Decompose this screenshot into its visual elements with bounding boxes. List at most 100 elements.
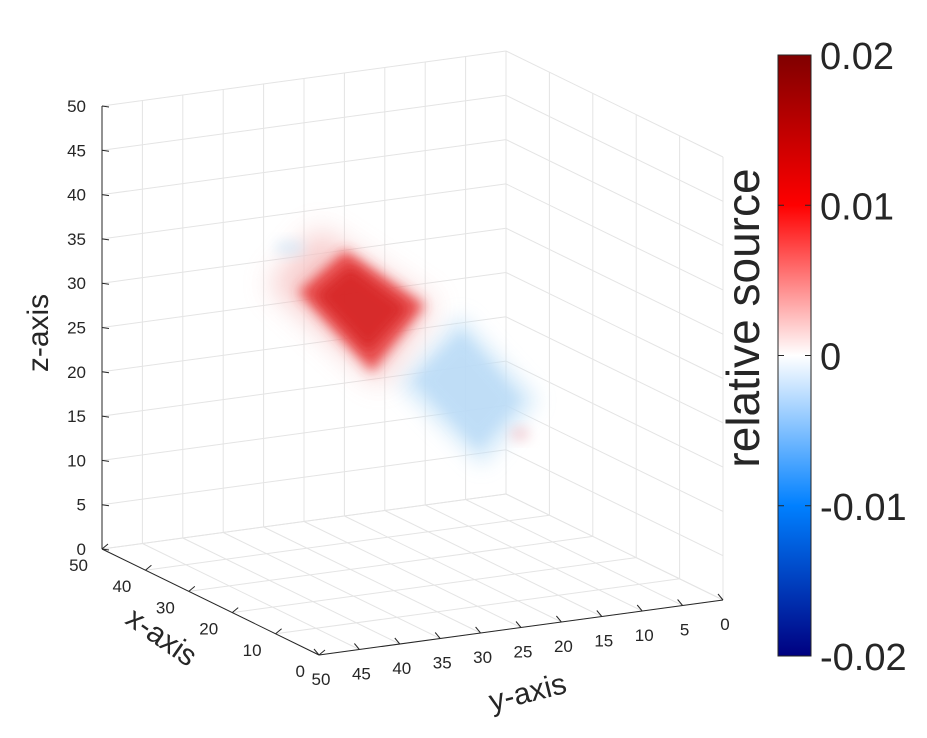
z-tick-mark bbox=[101, 327, 110, 329]
y-tick-mark bbox=[434, 632, 441, 639]
x-tick-label: 40 bbox=[112, 577, 131, 596]
z-tick-label: 10 bbox=[67, 451, 86, 470]
floor-grid-line bbox=[344, 515, 562, 623]
x-axis-line bbox=[101, 548, 320, 656]
side-wall-grid-line bbox=[505, 493, 724, 601]
z-tick-mark bbox=[101, 371, 110, 374]
floor-grid-line bbox=[424, 504, 643, 612]
y-tick-mark bbox=[717, 593, 724, 601]
back-wall-grid-line bbox=[101, 50, 507, 107]
z-tick-label: 15 bbox=[67, 407, 86, 426]
negative-source-blob bbox=[397, 315, 538, 466]
colorbar: 0.02 0.01 0 -0.01 -0.02 relative source bbox=[717, 36, 907, 679]
z-tick-label: 40 bbox=[67, 186, 86, 205]
colorbar-tick-label: -0.01 bbox=[820, 487, 907, 529]
floor-grid-line bbox=[142, 543, 360, 650]
back-wall-grid-line bbox=[101, 493, 507, 550]
x-tick-mark bbox=[231, 607, 239, 613]
z-tick-label: 50 bbox=[67, 97, 86, 116]
z-tick-mark bbox=[101, 149, 110, 152]
z-tick-mark bbox=[101, 459, 110, 462]
side-wall-grid-line bbox=[505, 50, 724, 158]
z-tick-mark bbox=[101, 282, 110, 285]
back-wall-grid-line bbox=[101, 316, 507, 373]
colorbar-tick-label: 0 bbox=[820, 337, 841, 379]
side-wall-grid-line bbox=[505, 139, 724, 247]
z-tick-mark bbox=[101, 238, 110, 241]
y-tick-label: 35 bbox=[433, 654, 452, 673]
colorbar-label: relative source bbox=[717, 168, 769, 467]
axes-lines bbox=[101, 105, 724, 656]
floor-grid-line bbox=[182, 537, 401, 645]
z-tick-label: 45 bbox=[67, 141, 86, 160]
z-tick-label: 5 bbox=[77, 496, 86, 515]
side-wall-grid-line bbox=[505, 404, 724, 512]
y-tick-mark bbox=[636, 604, 643, 612]
y-tick-labels: 0 5 10 15 20 25 30 35 40 45 50 bbox=[312, 615, 730, 689]
x-tick-mark bbox=[101, 543, 109, 550]
positive-source-blob bbox=[268, 228, 435, 385]
back-wall-grid-line bbox=[101, 139, 507, 196]
back-wall-grid-line bbox=[101, 449, 507, 506]
x-tick-label: 20 bbox=[199, 620, 218, 639]
z-tick-mark bbox=[101, 504, 110, 507]
floor-grid-line bbox=[222, 532, 441, 639]
side-wall-grid-line bbox=[505, 316, 724, 424]
x-tick-label: 50 bbox=[69, 556, 88, 575]
y-tick-label: 15 bbox=[594, 632, 613, 651]
x-tick-labels: 0 10 20 30 40 50 bbox=[69, 556, 305, 681]
z-tick-mark bbox=[101, 194, 110, 197]
y-tick-label: 50 bbox=[312, 670, 331, 689]
y-tick-label: 10 bbox=[635, 626, 654, 645]
x-tick-label: 30 bbox=[156, 598, 175, 617]
back-wall-grid-line bbox=[101, 94, 507, 151]
grid-lines bbox=[101, 50, 724, 656]
y-tick-mark bbox=[475, 626, 481, 634]
side-wall-grid-line bbox=[505, 360, 724, 468]
x-tick-mark bbox=[318, 649, 326, 656]
z-tick-label: 30 bbox=[67, 274, 86, 293]
x-tick-label: 10 bbox=[243, 641, 262, 660]
y-tick-mark bbox=[596, 610, 603, 617]
y-tick-mark bbox=[515, 621, 522, 628]
back-wall-grid-line bbox=[101, 183, 507, 240]
x-tick-mark bbox=[275, 628, 282, 635]
z-tick-labels: 0 5 10 15 20 25 30 35 40 45 50 bbox=[67, 97, 86, 559]
volume-blobs bbox=[268, 228, 538, 466]
z-tick-label: 20 bbox=[67, 363, 86, 382]
side-wall-grid-line bbox=[505, 272, 724, 379]
side-wall-grid-line bbox=[505, 227, 724, 335]
z-tick-label: 35 bbox=[67, 230, 86, 249]
y-tick-mark bbox=[394, 637, 401, 645]
z-tick-label: 0 bbox=[77, 540, 86, 559]
z-tick-mark bbox=[101, 415, 110, 418]
z-tick-mark bbox=[101, 105, 110, 108]
side-wall-grid-line bbox=[505, 94, 724, 202]
y-axis-label: y-axis bbox=[486, 667, 570, 718]
y-tick-label: 45 bbox=[352, 665, 371, 684]
floor-grid-line bbox=[263, 526, 481, 634]
y-tick-mark bbox=[313, 648, 320, 656]
side-wall-grid-line bbox=[505, 449, 724, 557]
colorbar-tick-label: 0.01 bbox=[820, 186, 894, 228]
colorbar-tick-label: 0.02 bbox=[820, 36, 894, 78]
y-tick-label: 0 bbox=[720, 615, 729, 634]
colorbar-tick-label: -0.02 bbox=[820, 637, 907, 679]
z-tick-label: 25 bbox=[67, 319, 86, 338]
y-tick-mark bbox=[556, 615, 562, 623]
y-tick-label: 25 bbox=[514, 643, 533, 662]
y-tick-mark bbox=[354, 643, 360, 650]
y-tick-label: 40 bbox=[392, 659, 411, 678]
floor-grid-line bbox=[303, 521, 522, 628]
x-tick-mark bbox=[188, 586, 196, 592]
y-tick-mark bbox=[677, 599, 683, 606]
x-tick-label: 0 bbox=[296, 662, 305, 681]
z-tick-mark bbox=[101, 548, 110, 551]
floor-grid-line bbox=[465, 499, 683, 606]
side-wall-grid-line bbox=[505, 183, 724, 291]
y-tick-label: 30 bbox=[473, 648, 492, 667]
x-tick-mark bbox=[145, 564, 152, 571]
y-tick-label: 20 bbox=[554, 637, 573, 656]
floor-grid-line bbox=[384, 510, 603, 617]
